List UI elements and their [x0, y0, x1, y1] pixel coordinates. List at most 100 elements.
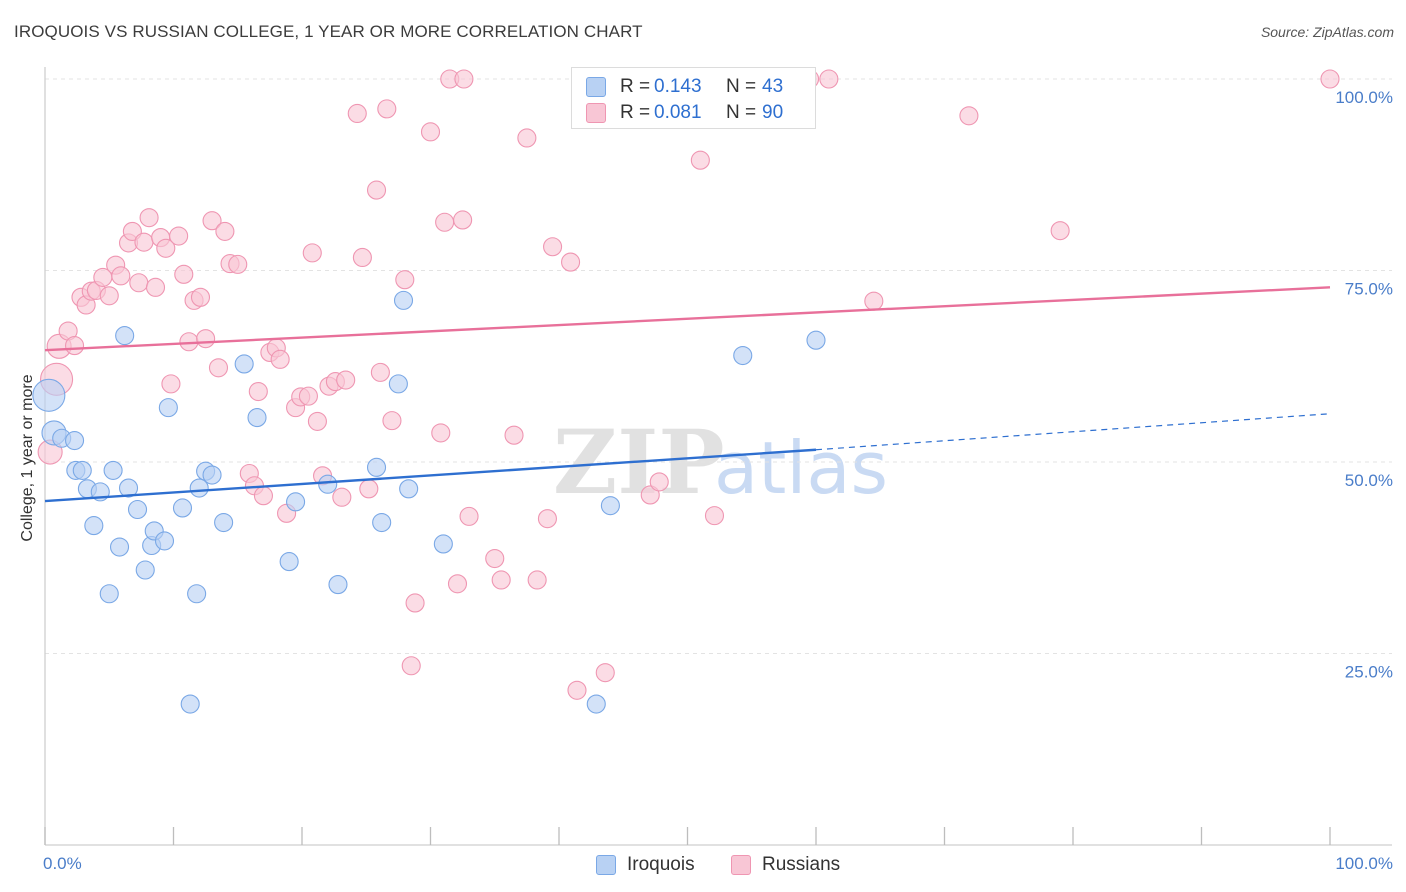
iroquois-point [318, 474, 338, 494]
iroquois-point [32, 378, 66, 412]
russians-point [359, 479, 379, 499]
russians-point [134, 232, 154, 252]
stats-legend: R = 0.143 N = 43 R = 0.081 N = 90 [571, 67, 816, 129]
n-label: N = [726, 76, 757, 97]
russians-point [370, 362, 390, 382]
iroquois-point [433, 534, 453, 554]
x-tick-label: 100.0% [1335, 854, 1393, 873]
russians-point [352, 247, 372, 268]
russians-point [485, 548, 505, 569]
r-label: R = [620, 102, 651, 123]
russians-point [228, 254, 248, 274]
russians-legend-swatch [731, 855, 751, 875]
russians-point [431, 423, 451, 443]
russians-point [139, 208, 159, 228]
iroquois-point [328, 575, 348, 595]
iroquois-point [154, 531, 175, 551]
legend-item-iroquois[interactable]: Iroquois [596, 852, 695, 878]
russians-point [215, 221, 235, 241]
chart-title: IROQUOIS VS RUSSIAN COLLEGE, 1 YEAR OR M… [14, 22, 643, 41]
iroquois-trend-extension [815, 413, 1331, 451]
iroquois-point [72, 460, 92, 480]
series-legend: Iroquois Russians [0, 852, 1406, 878]
iroquois-point [65, 431, 85, 451]
russians-point [420, 122, 441, 142]
russians-point [537, 509, 557, 529]
russians-point [454, 69, 474, 89]
russians-point [1320, 69, 1340, 89]
iroquois-point [234, 354, 254, 374]
iroquois-point [202, 465, 222, 485]
russians-point [567, 680, 587, 700]
russians-point [174, 264, 194, 284]
russians-point [704, 506, 725, 526]
russians-point [208, 358, 229, 378]
iroquois-point [600, 496, 620, 516]
russians-point [129, 273, 149, 293]
russians-point [395, 270, 415, 290]
n-value: 90 [762, 102, 784, 123]
russians-point [453, 210, 473, 230]
y-tick-label: 25.0% [1345, 663, 1393, 682]
russians-point [649, 472, 669, 492]
iroquois-point [189, 478, 209, 498]
russians-point [543, 237, 563, 257]
iroquois-point [393, 290, 414, 310]
russians-point [405, 593, 425, 613]
russians-point [864, 291, 884, 311]
iroquois-point [279, 552, 299, 572]
r-value: 0.143 [654, 76, 702, 97]
russians-point [561, 252, 581, 272]
y-tick-label: 50.0% [1345, 471, 1393, 490]
r-value: 0.081 [654, 102, 702, 123]
russians-point [382, 411, 402, 431]
iroquois-point [84, 516, 104, 536]
russians-point [377, 99, 397, 119]
n-label: N = [726, 102, 757, 123]
legend-label-iroquois: Iroquois [627, 854, 695, 875]
iroquois-point [187, 584, 207, 604]
legend-row-iroquois: R = 0.143 N = 43 [586, 75, 783, 99]
iroquois-point [286, 492, 306, 512]
legend-row-russians: R = 0.081 N = 90 [586, 101, 783, 125]
russians-point [298, 386, 318, 406]
russians-point [347, 103, 367, 124]
russians-point [169, 226, 189, 246]
iroquois-point [399, 479, 419, 499]
russians-point [248, 381, 268, 402]
russians-point [401, 656, 421, 676]
iroquois-point [118, 478, 139, 498]
russians-trend-line [44, 286, 1331, 352]
russians-point [156, 238, 176, 258]
y-tick-label: 75.0% [1345, 280, 1393, 299]
iroquois-point [372, 512, 392, 533]
russians-swatch [586, 103, 606, 123]
iroquois-point [135, 560, 155, 580]
iroquois-swatch [586, 77, 606, 97]
iroquois-trend-line [44, 448, 817, 503]
russians-point [366, 180, 387, 200]
russians-point [332, 487, 352, 507]
iroquois-points [32, 290, 826, 714]
russians-point [270, 349, 290, 369]
russians-point [690, 150, 710, 170]
iroquois-point [247, 408, 267, 428]
legend-item-russians[interactable]: Russians [731, 852, 840, 878]
n-value: 43 [762, 76, 784, 97]
russians-point [145, 277, 166, 297]
iroquois-legend-swatch [596, 855, 616, 875]
russians-points [37, 69, 1340, 700]
r-label: R = [620, 76, 651, 97]
iroquois-point [366, 457, 387, 477]
russians-point [447, 574, 468, 594]
x-tick-label: 0.0% [43, 854, 82, 873]
russians-point [640, 485, 660, 505]
watermark-atlas: atlas [714, 426, 888, 510]
russians-point [190, 287, 211, 307]
russians-point [196, 329, 216, 349]
source-credit: Source: ZipAtlas.com [1260, 24, 1394, 40]
iroquois-point [103, 460, 123, 480]
russians-point [202, 211, 222, 231]
russians-point [1050, 221, 1070, 241]
